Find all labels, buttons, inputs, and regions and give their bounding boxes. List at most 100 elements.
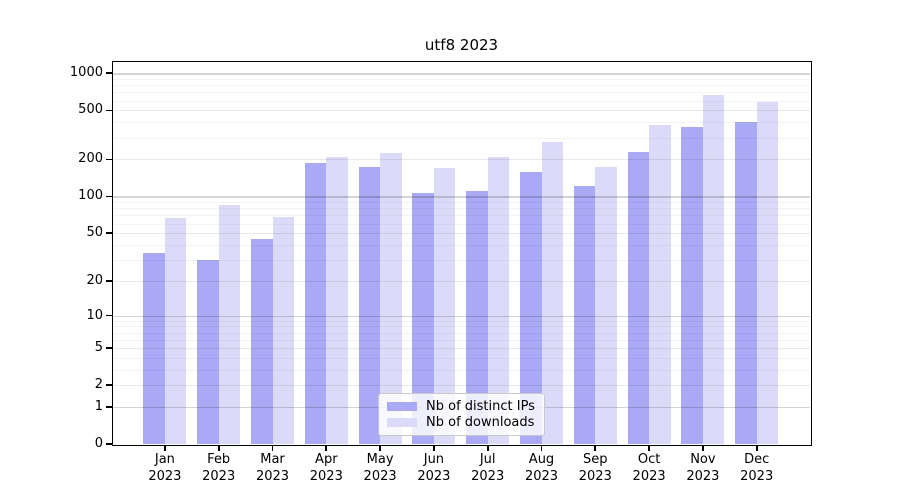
y-tick-label-1000: 1000 [69, 65, 103, 81]
x-tick-jul [486, 445, 489, 452]
y-tick-label-100: 100 [78, 188, 103, 204]
y-tick-2 [105, 384, 113, 387]
x-tick-label-jan: Jan 2023 [148, 452, 182, 484]
bar-distinct-ips-apr [304, 163, 327, 445]
bar-distinct-ips-jan [143, 253, 165, 445]
y-tick-label-20: 20 [86, 272, 103, 288]
y-tick-200 [105, 158, 113, 161]
x-tick-jan [164, 445, 166, 452]
gridline-600 [113, 100, 810, 102]
x-tick-label-apr: Apr 2023 [309, 452, 343, 484]
y-tick-10 [105, 314, 113, 317]
gridline-300 [113, 137, 810, 139]
x-tick-sep [594, 445, 597, 452]
x-tick-jun [433, 445, 435, 452]
bar-downloads-feb [218, 205, 241, 445]
bar-distinct-ips-mar [251, 238, 273, 445]
bar-downloads-jun [433, 167, 456, 445]
x-tick-label-aug: Aug 2023 [524, 452, 559, 484]
x-tick-apr [325, 445, 328, 452]
gridline-2 [113, 385, 810, 387]
y-tick-label-200: 200 [78, 151, 103, 167]
gridline-200 [113, 159, 810, 161]
y-tick-50 [105, 232, 113, 235]
gridline-1000 [113, 73, 810, 75]
x-tick-mar [271, 445, 274, 452]
x-tick-oct [648, 445, 650, 452]
y-tick-0 [105, 443, 113, 446]
legend-label-downloads: Nb of downloads [426, 414, 535, 430]
y-tick-label-0: 0 [94, 436, 103, 452]
gridline-900 [113, 78, 810, 80]
legend-label-distinct-ips: Nb of distinct IPs [426, 399, 535, 415]
y-tick-label-5: 5 [94, 340, 103, 356]
y-tick-label-2: 2 [94, 377, 103, 393]
x-tick-label-oct: Oct 2023 [632, 452, 666, 484]
bar-downloads-mar [272, 216, 294, 445]
bar-downloads-nov [702, 94, 725, 445]
bar-distinct-ips-nov [681, 126, 703, 445]
y-tick-20 [105, 279, 113, 282]
bar-downloads-dec [756, 101, 779, 445]
gridline-7 [113, 332, 810, 334]
bar-downloads-apr [326, 156, 348, 445]
legend: Nb of distinct IPs Nb of downloads [378, 393, 545, 436]
x-tick-aug [540, 445, 543, 452]
gridline-700 [113, 92, 810, 94]
bar-distinct-ips-feb [197, 259, 219, 445]
x-tick-feb [217, 445, 220, 452]
gridline-10 [113, 315, 810, 317]
x-tick-label-feb: Feb 2023 [202, 452, 236, 484]
gridline-8 [113, 326, 810, 328]
gridline-100 [113, 196, 810, 198]
bar-distinct-ips-oct [627, 152, 650, 445]
bar-distinct-ips-aug [520, 171, 542, 445]
bar-downloads-jul [487, 156, 510, 445]
x-tick-label-sep: Sep 2023 [578, 452, 612, 484]
y-tick-1 [105, 406, 113, 408]
y-tick-500 [105, 109, 113, 112]
x-tick-label-nov: Nov 2023 [686, 452, 720, 484]
bar-distinct-ips-dec [735, 122, 757, 445]
y-tick-100 [105, 195, 113, 198]
x-tick-label-mar: Mar 2023 [255, 452, 290, 484]
gridline-30 [113, 259, 810, 261]
y-tick-label-1: 1 [94, 399, 103, 415]
bar-downloads-may [380, 152, 402, 445]
gridline-70 [113, 215, 810, 217]
gridline-60 [113, 223, 810, 225]
y-tick-label-500: 500 [78, 102, 103, 118]
x-tick-label-jul: Jul 2023 [471, 452, 505, 484]
legend-item-downloads: Nb of downloads [387, 415, 534, 430]
x-tick-label-may: May 2023 [363, 452, 397, 484]
gridline-90 [113, 202, 810, 204]
y-tick-1000 [105, 72, 113, 75]
legend-item-distinct-ips: Nb of distinct IPs [387, 399, 535, 415]
gridline-500 [113, 110, 810, 112]
x-tick-nov [702, 445, 704, 452]
bar-distinct-ips-may [358, 166, 381, 445]
gridline-800 [113, 85, 810, 87]
gridline-4 [113, 357, 810, 359]
bar-downloads-sep [595, 166, 617, 445]
chart-title: utf8 2023 [424, 36, 499, 54]
bar-downloads-aug [541, 142, 563, 445]
x-tick-may [379, 445, 381, 452]
gridline-6 [113, 339, 810, 341]
y-tick-5 [105, 347, 113, 349]
gridline-400 [113, 122, 810, 124]
y-tick-label-50: 50 [86, 225, 103, 241]
gridline-9 [113, 320, 810, 322]
bar-downloads-jan [164, 217, 187, 445]
gridline-40 [113, 244, 810, 246]
gridline-50 [113, 233, 810, 235]
gridline-5 [113, 348, 810, 350]
bar-distinct-ips-sep [573, 185, 596, 445]
gridline-3 [113, 369, 810, 371]
legend-swatch-downloads [387, 417, 417, 427]
x-tick-label-dec: Dec 2023 [740, 452, 774, 484]
y-tick-label-10: 10 [86, 307, 103, 323]
gridline-80 [113, 208, 810, 210]
bar-downloads-oct [649, 124, 671, 445]
